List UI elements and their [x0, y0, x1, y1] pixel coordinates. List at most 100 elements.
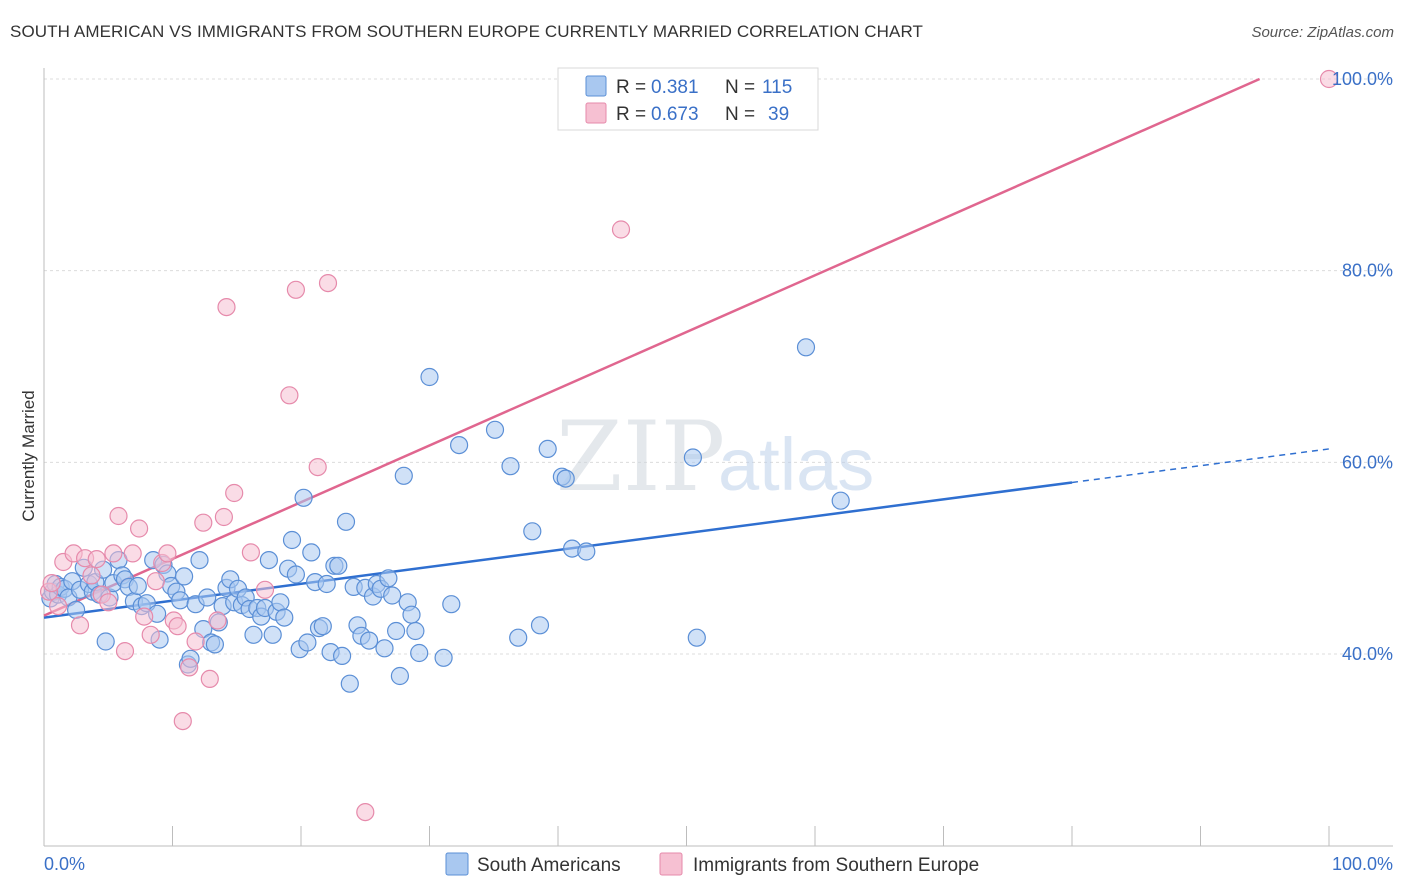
south-american-point-99	[442, 595, 461, 614]
southern-europe-point-15	[130, 519, 149, 538]
southern-europe-point-29	[214, 507, 233, 527]
legend-n-label-0: N =	[725, 77, 755, 98]
south-american-point-8	[66, 600, 86, 620]
south-american-point-68	[302, 543, 321, 562]
bottom-legend-label-southern-europe: Immigrants from Southern Europe	[693, 855, 979, 876]
south-american-point-104	[523, 522, 542, 541]
x-tick-label-min: 0.0%	[44, 854, 85, 874]
south-american-point-98	[434, 648, 453, 667]
bottom-legend-swatch-southern-europe	[659, 852, 683, 876]
grid-lines	[44, 78, 1393, 655]
south-american-point-92	[394, 466, 413, 485]
southern-europe-point-5	[70, 616, 90, 635]
south-american-point-41	[198, 588, 217, 607]
south-american-point-76	[333, 646, 352, 666]
x-tick-label-max: 100.0%	[1332, 854, 1393, 874]
south-american-point-94	[402, 605, 421, 624]
y-tick-label-1: 60.0%	[1342, 452, 1393, 472]
south-american-point-63	[282, 530, 302, 550]
southern-europe-point-11	[104, 544, 123, 563]
y-axis-title: Currently Married	[19, 390, 38, 521]
south-american-point-112	[687, 628, 706, 647]
southern-europe-point-22	[168, 617, 187, 636]
southern-europe-point-32	[241, 543, 260, 562]
south-american-point-91	[390, 666, 409, 686]
southern-europe-point-14	[123, 544, 142, 563]
south-american-point-113	[796, 338, 816, 357]
southern-europe-point-24	[180, 658, 199, 677]
south-american-point-87	[375, 639, 394, 658]
south-american-point-60	[271, 593, 290, 612]
southern-europe-point-33	[255, 580, 275, 599]
south-american-point-103	[509, 628, 528, 647]
south-american-point-96	[410, 643, 429, 663]
south-american-point-53	[244, 625, 263, 644]
bottom-legend-swatch-south-americans	[445, 852, 469, 876]
y-tick-label-2: 80.0%	[1342, 261, 1393, 281]
south-american-point-39	[190, 550, 209, 570]
south-american-point-83	[360, 631, 379, 650]
southern-europe-point-36	[308, 458, 327, 477]
southern-europe-point-7	[82, 566, 101, 585]
south-american-point-71	[313, 617, 332, 636]
trend-line-south-americans-extension	[1071, 448, 1330, 484]
bottom-legend-label-south-americans: South Americans	[477, 855, 621, 876]
south-american-point-43	[205, 635, 224, 654]
trend-lines	[43, 77, 1330, 619]
south-american-point-102	[501, 457, 520, 476]
southern-europe-point-12	[109, 506, 128, 526]
south-american-point-100	[450, 436, 469, 455]
legend-r-label-1: R =	[616, 104, 646, 125]
south-american-point-35	[175, 567, 194, 586]
correlation-legend: R = 0.381 N = 115 R = 0.673 N = 39	[557, 67, 819, 131]
southern-europe-point-34	[280, 386, 299, 405]
south-american-point-106	[538, 439, 557, 458]
southern-europe-point-23	[173, 711, 192, 731]
data-points	[39, 69, 1339, 822]
watermark-atlas: atlas	[718, 423, 874, 506]
southern-europe-point-37	[318, 274, 338, 293]
southern-europe-point-27	[200, 669, 219, 689]
southern-europe-point-2	[48, 596, 68, 616]
south-american-point-108	[556, 469, 575, 488]
southern-europe-point-39	[611, 220, 631, 239]
y-tick-label-3: 100.0%	[1332, 69, 1393, 89]
south-american-point-77	[336, 512, 356, 531]
southern-europe-point-8	[87, 549, 106, 569]
south-american-point-95	[406, 621, 425, 641]
southern-europe-point-20	[158, 544, 177, 563]
south-american-point-110	[577, 542, 596, 561]
southern-europe-point-40	[1319, 69, 1339, 89]
southern-europe-point-18	[146, 572, 165, 591]
y-tick-labels: 40.0% 60.0% 80.0% 100.0%	[1332, 69, 1393, 664]
southern-europe-point-38	[356, 802, 375, 822]
south-american-point-90	[387, 621, 406, 641]
southern-europe-point-13	[115, 641, 135, 661]
south-american-point-88	[379, 569, 398, 588]
southern-europe-point-25	[186, 632, 205, 651]
legend-r-label-0: R =	[616, 77, 646, 98]
south-american-point-64	[286, 565, 305, 584]
source-label: Source: ZipAtlas.com	[1251, 24, 1394, 41]
south-american-point-97	[420, 367, 439, 387]
chart-title: SOUTH AMERICAN VS IMMIGRANTS FROM SOUTHE…	[10, 22, 924, 41]
south-american-point-101	[485, 420, 505, 439]
legend-r-value-1: 0.673	[651, 104, 699, 125]
southern-europe-point-10	[99, 593, 118, 612]
legend-n-value-1: 39	[768, 104, 789, 125]
legend-n-value-0: 115	[762, 77, 792, 98]
south-american-point-67	[298, 633, 317, 652]
y-tick-label-0: 40.0%	[1342, 644, 1393, 664]
southern-europe-point-28	[208, 611, 227, 630]
legend-swatch-south-americans	[585, 75, 607, 97]
south-american-point-89	[383, 586, 402, 605]
south-american-point-24	[128, 576, 147, 596]
legend-swatch-southern-europe	[585, 102, 607, 124]
legend-n-label-1: N =	[725, 104, 755, 125]
south-american-point-57	[259, 550, 278, 570]
southern-europe-point-30	[217, 298, 236, 317]
southern-europe-point-17	[141, 625, 160, 644]
south-american-point-105	[530, 616, 550, 635]
south-american-point-114	[831, 491, 850, 510]
axes	[43, 68, 1393, 847]
